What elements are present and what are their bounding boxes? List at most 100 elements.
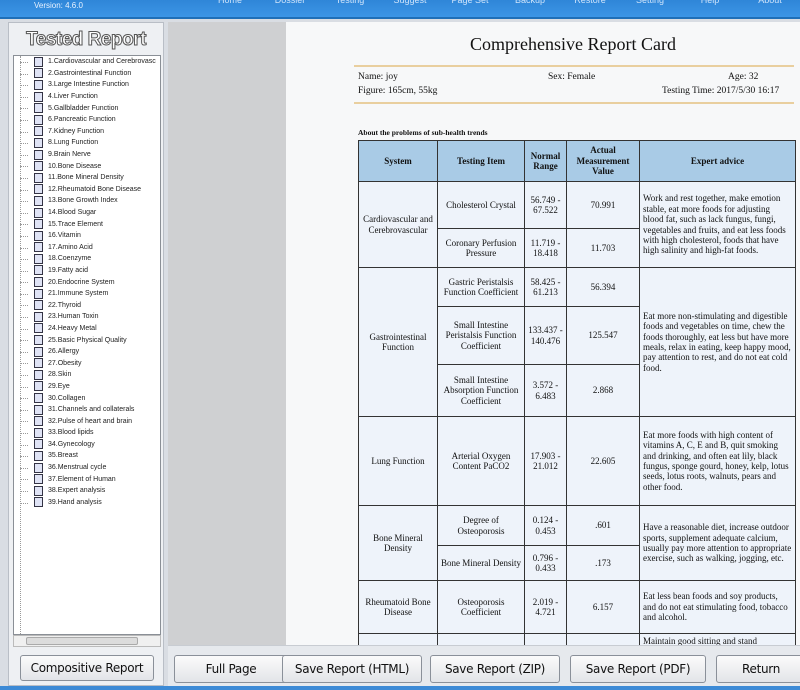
horizontal-scrollbar[interactable]	[13, 635, 161, 647]
tree-item[interactable]: 29.Eye	[14, 381, 160, 393]
tree-item[interactable]: 27.Obesity	[14, 357, 160, 369]
tree-item-label: 34.Gynecology	[48, 440, 95, 448]
age-field: Age: 32	[728, 72, 759, 82]
testing-item-cell	[437, 633, 525, 645]
tree-item[interactable]: 13.Bone Growth Index	[14, 195, 160, 207]
expert-advice-cell: Eat more foods with high content of vita…	[639, 416, 796, 506]
nav-testing[interactable]: Testing	[335, 0, 365, 5]
nav-suggest[interactable]: Suggest	[393, 0, 427, 5]
tree-item[interactable]: 39.Hand analysis	[14, 497, 160, 509]
tree-item[interactable]: 12.Rheumatoid Bone Disease	[14, 184, 160, 196]
column-header: Actual Measurement Value	[566, 140, 640, 182]
scrollbar-thumb[interactable]	[26, 637, 138, 645]
tree-item[interactable]: 28.Skin	[14, 369, 160, 381]
tree-item-label: 9.Brain Nerve	[48, 151, 91, 159]
tree-item[interactable]: 3.Large Intestine Function	[14, 79, 160, 91]
tree-item-label: 13.Bone Growth Index	[48, 197, 118, 205]
tree-item[interactable]: 18.Coenzyme	[14, 253, 160, 265]
tree-item[interactable]: 30.Collagen	[14, 392, 160, 404]
testing-item-cell: Small Intestine Absorption Function Coef…	[437, 364, 525, 417]
measurement-value-cell: 56.394	[566, 267, 640, 307]
tree-item-label: 6.Pancreatic Function	[48, 116, 116, 124]
nav-setting[interactable]: Setting	[635, 0, 665, 5]
document-icon	[34, 474, 43, 485]
tree-item[interactable]: 5.Gallbladder Function	[14, 102, 160, 114]
table-row: Small Intestine Peristalsis Function Coe…	[359, 306, 796, 365]
document-icon	[34, 68, 43, 79]
tree-item-label: 27.Obesity	[48, 359, 82, 367]
save-zip-button[interactable]: Save Report (ZIP)	[430, 655, 560, 683]
tree-item[interactable]: 20.Endocrine System	[14, 276, 160, 288]
tree-item-label: 5.Gallbladder Function	[48, 104, 119, 112]
tree-item[interactable]: 37.Element of Human	[14, 473, 160, 485]
nav-help[interactable]: Help	[700, 0, 720, 5]
tree-item-label: 25.Basic Physical Quality	[48, 336, 127, 344]
tree-item[interactable]: 10.Bone Disease	[14, 160, 160, 172]
tree-item[interactable]: 36.Menstrual cycle	[14, 462, 160, 474]
report-tree[interactable]: 1.Cardiovascular and Cerebrovasc 2.Gastro…	[13, 55, 161, 635]
table-row: Rheumatoid Bone Disease Osteoporosis Coef…	[358, 580, 796, 634]
tree-item[interactable]: 11.Bone Mineral Density	[14, 172, 160, 184]
tree-item[interactable]: 6.Pancreatic Function	[14, 114, 160, 126]
nav-restore[interactable]: Restore	[574, 0, 606, 5]
tree-item[interactable]: 34.Gynecology	[14, 439, 160, 451]
save-html-button[interactable]: Save Report (HTML)	[282, 655, 422, 683]
tree-item[interactable]: 14.Blood Sugar	[14, 207, 160, 219]
column-header: Normal Range	[524, 140, 567, 182]
normal-range-cell: 2.019 - 4.721	[524, 580, 567, 634]
measurement-value-cell: .173	[566, 545, 640, 581]
normal-range-cell	[524, 633, 567, 645]
nav-page-set[interactable]: Page Set	[451, 0, 489, 5]
preview-margin	[168, 22, 286, 645]
tree-item[interactable]: 7.Kidney Function	[14, 126, 160, 138]
testing-item-cell: Cholesterol Crystal	[437, 181, 525, 229]
tree-item-label: 28.Skin	[48, 371, 72, 379]
measurement-value-cell: 125.547	[566, 306, 640, 365]
tree-item-label: 33.Blood lipids	[48, 429, 94, 437]
return-button[interactable]: Return	[716, 655, 800, 683]
tree-item-label: 16.Vitamin	[48, 232, 81, 240]
tree-item-label: 14.Blood Sugar	[48, 209, 97, 217]
save-pdf-button[interactable]: Save Report (PDF)	[570, 655, 706, 683]
tree-item[interactable]: 25.Basic Physical Quality	[14, 334, 160, 346]
testing-item-cell: Arterial Oxygen Content PaCO2	[437, 416, 525, 506]
document-icon	[34, 439, 43, 450]
nav-about[interactable]: About	[758, 0, 782, 5]
tree-item[interactable]: 24.Heavy Metal	[14, 323, 160, 335]
compositive-report-button[interactable]: Compositive Report	[20, 655, 154, 681]
measurement-value-cell: 2.868	[566, 364, 640, 417]
tree-item[interactable]: 21.Immune System	[14, 288, 160, 300]
tree-item[interactable]: 8.Lung Function	[14, 137, 160, 149]
nav-home[interactable]: Home	[217, 0, 242, 5]
tree-item[interactable]: 31.Channels and collaterals	[14, 404, 160, 416]
full-page-button[interactable]: Full Page	[174, 655, 288, 683]
tree-item[interactable]: 38.Expert analysis	[14, 485, 160, 497]
document-icon	[34, 126, 43, 137]
tree-item-label: 24.Heavy Metal	[48, 324, 97, 332]
tree-item[interactable]: 17.Amino Acid	[14, 242, 160, 254]
document-icon	[34, 79, 43, 90]
tree-item[interactable]: 16.Vitamin	[14, 230, 160, 242]
tree-item[interactable]: 2.Gastrointestinal Function	[14, 68, 160, 80]
measurement-value-cell: 70.991	[566, 181, 640, 229]
tree-item-label: 32.Pulse of heart and brain	[48, 417, 133, 425]
column-header: System	[358, 140, 438, 182]
tree-item[interactable]: 26.Allergy	[14, 346, 160, 358]
nav-dossier[interactable]: Dossier	[274, 0, 306, 5]
tree-item-label: 15.Trace Element	[48, 220, 103, 228]
tree-item[interactable]: 35.Breast	[14, 450, 160, 462]
tested-report-panel: Tested Report 1.Cardiovascular and Cereb…	[8, 22, 164, 686]
tree-item[interactable]: 15.Trace Element	[14, 218, 160, 230]
tree-item[interactable]: 33.Blood lipids	[14, 427, 160, 439]
nav-backup[interactable]: Backup	[514, 0, 546, 5]
tree-item[interactable]: 4.Liver Function	[14, 91, 160, 103]
tree-item[interactable]: 22.Thyroid	[14, 299, 160, 311]
tree-item[interactable]: 19.Fatty acid	[14, 265, 160, 277]
measurement-value-cell: 6.157	[566, 580, 640, 634]
tree-item[interactable]: 9.Brain Nerve	[14, 149, 160, 161]
document-icon	[34, 161, 43, 172]
tree-item[interactable]: 1.Cardiovascular and Cerebrovasc	[14, 56, 160, 68]
report-title: Comprehensive Report Card	[470, 34, 676, 54]
tree-item[interactable]: 23.Human Toxin	[14, 311, 160, 323]
tree-item[interactable]: 32.Pulse of heart and brain	[14, 415, 160, 427]
